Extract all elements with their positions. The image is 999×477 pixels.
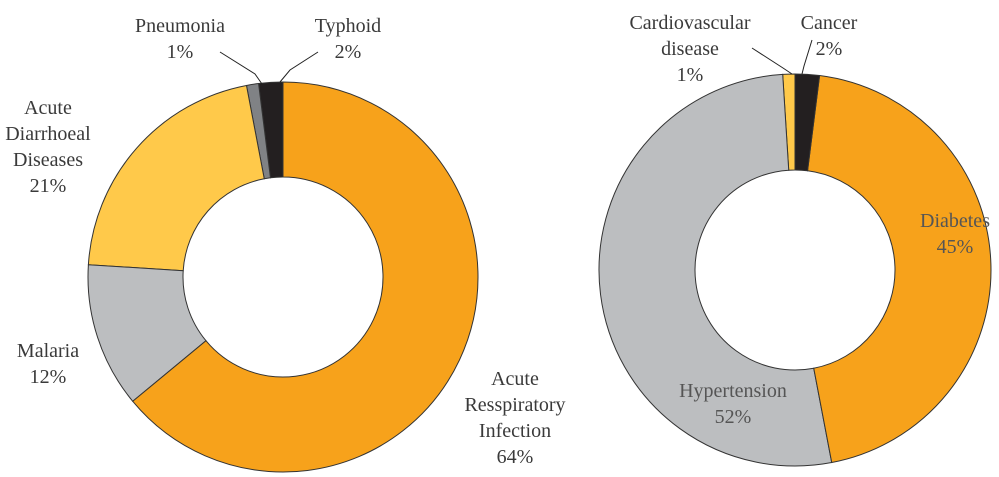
donut-slice	[87, 264, 207, 403]
slice-label: Cancer 2%	[779, 10, 879, 62]
donut-slice	[245, 82, 272, 180]
category-name: Pneumonia	[135, 15, 225, 37]
leader-lines	[219, 39, 813, 85]
slice-label: Typhoid 2%	[298, 13, 398, 65]
category-name: Cancer	[800, 12, 858, 34]
slice-label: Hypertension 52%	[653, 378, 813, 430]
category-name: Diabetes	[920, 210, 990, 232]
category-name: Cardiovascular disease	[629, 12, 751, 60]
value-label: 1%	[166, 41, 194, 63]
slice-label: Cardiovascular disease 1%	[620, 10, 760, 88]
slice-label: Pneumonia 1%	[120, 13, 240, 65]
leader-line	[801, 39, 813, 75]
value-label: 52%	[714, 406, 752, 428]
category-name: Acute Resspiratory Infection	[464, 368, 566, 442]
category-name: Malaria	[16, 340, 80, 362]
value-label: 2%	[334, 41, 362, 63]
donut-slice	[794, 73, 821, 172]
value-label: 45%	[936, 236, 974, 258]
value-label: 1%	[676, 64, 704, 86]
donut-slice	[598, 73, 833, 467]
donut-slice	[132, 81, 479, 473]
slice-label: Acute Diarrhoeal Diseases 21%	[0, 95, 98, 199]
leader-line	[279, 51, 319, 83]
donut-slice	[87, 84, 265, 272]
slice-label: Acute Resspiratory Infection 64%	[453, 366, 578, 470]
category-name: Typhoid	[314, 15, 382, 37]
value-label: 2%	[815, 38, 843, 60]
slice-label: Diabetes 45%	[905, 208, 999, 260]
value-label: 64%	[496, 446, 534, 468]
category-name: Hypertension	[679, 380, 787, 402]
leader-line	[219, 51, 263, 85]
leader-line	[751, 47, 793, 75]
value-label: 12%	[29, 366, 67, 388]
donut-slice	[806, 74, 992, 464]
category-name: Acute Diarrhoeal Diseases	[5, 97, 91, 171]
slice-label: Malaria 12%	[0, 338, 98, 390]
value-label: 21%	[29, 175, 67, 197]
